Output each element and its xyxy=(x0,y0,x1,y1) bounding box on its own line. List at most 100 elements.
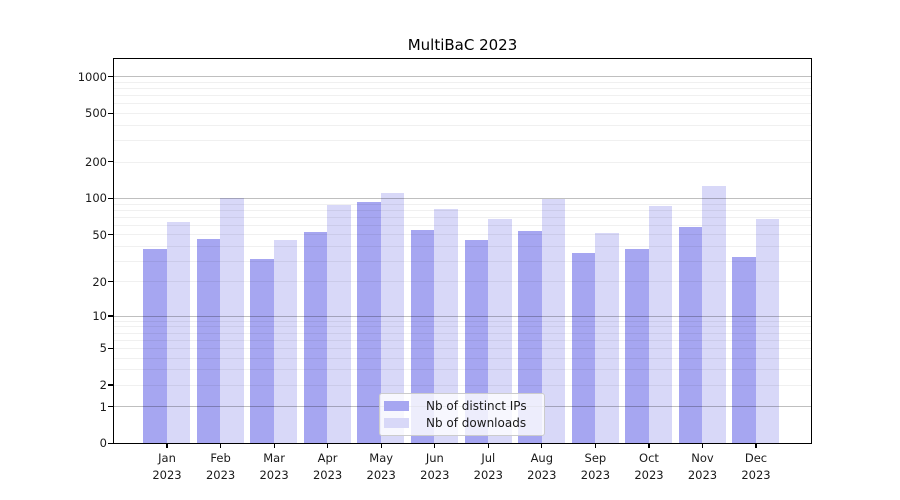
y-tick-label-200: 200 xyxy=(85,154,107,169)
y-tick-label-2: 2 xyxy=(99,378,107,392)
minor-gridline xyxy=(114,369,811,371)
minor-gridline xyxy=(114,245,811,247)
bar-downloads-jun xyxy=(434,209,458,443)
x-tick-mark xyxy=(541,443,543,449)
bar-distinct-ips-oct xyxy=(625,248,649,443)
y-tick-label-100: 100 xyxy=(85,191,107,206)
bar-downloads-dec xyxy=(755,219,780,443)
major-gridline xyxy=(114,198,811,200)
legend: Nb of distinct IPs Nb of downloads xyxy=(379,393,545,436)
bar-downloads-mar xyxy=(273,239,298,443)
y-tick-label-20: 20 xyxy=(92,274,107,289)
legend-label-downloads: Nb of downloads xyxy=(426,416,527,431)
bar-downloads-nov xyxy=(702,186,726,443)
major-gridline xyxy=(114,76,811,78)
x-tick-mark xyxy=(487,443,489,449)
minor-gridline xyxy=(114,161,811,163)
y-tick-mark xyxy=(108,384,114,386)
x-tick-mark xyxy=(273,443,275,449)
bar-downloads-jan xyxy=(166,222,191,443)
legend-label-distinct-ips: Nb of distinct IPs xyxy=(426,398,527,413)
minor-gridline xyxy=(114,81,811,83)
bar-downloads-apr xyxy=(327,204,351,443)
minor-gridline xyxy=(114,332,811,334)
x-tick-mark xyxy=(166,443,168,449)
y-tick-mark xyxy=(108,161,114,163)
legend-swatch-downloads xyxy=(384,418,409,429)
y-tick-mark xyxy=(108,76,114,78)
minor-gridline xyxy=(114,326,811,328)
minor-gridline xyxy=(114,216,811,218)
y-tick-label-50: 50 xyxy=(92,227,107,242)
bar-distinct-ips-nov xyxy=(678,226,703,443)
y-tick-mark xyxy=(108,112,114,114)
x-tick-label-jul: Jul 2023 xyxy=(473,451,503,482)
minor-gridline xyxy=(114,209,811,211)
x-tick-mark xyxy=(594,443,596,449)
minor-gridline xyxy=(114,103,811,105)
minor-gridline xyxy=(114,203,811,205)
bar-distinct-ips-apr xyxy=(303,232,328,443)
y-tick-mark xyxy=(108,281,114,283)
minor-gridline xyxy=(114,347,811,349)
x-tick-label-apr: Apr 2023 xyxy=(312,451,343,482)
bar-distinct-ips-feb xyxy=(196,238,221,443)
grid-layer xyxy=(114,59,811,443)
x-tick-label-nov: Nov 2023 xyxy=(687,451,718,482)
legend-item-distinct-ips: Nb of distinct IPs xyxy=(384,397,538,415)
bar-downloads-sep xyxy=(595,233,619,443)
bar-distinct-ips-jan xyxy=(143,248,167,443)
minor-gridline xyxy=(114,260,811,262)
y-tick-label-5: 5 xyxy=(99,341,107,356)
bar-distinct-ips-jun xyxy=(410,230,435,443)
x-tick-label-jun: Jun 2023 xyxy=(420,451,450,482)
legend-item-downloads: Nb of downloads xyxy=(384,415,538,433)
bars-layer xyxy=(114,59,811,443)
y-tick-mark xyxy=(108,197,114,199)
y-tick-mark xyxy=(108,234,114,236)
minor-gridline xyxy=(114,234,811,236)
x-tick-label-mar: Mar 2023 xyxy=(259,451,289,482)
y-tick-mark xyxy=(108,347,114,349)
legend-swatch-distinct-ips xyxy=(384,400,409,411)
x-tick-label-aug: Aug 2023 xyxy=(527,451,557,482)
y-tick-mark xyxy=(108,405,114,408)
x-tick-mark xyxy=(380,443,382,449)
x-tick-label-oct: Oct 2023 xyxy=(634,451,664,482)
x-tick-mark xyxy=(648,443,650,449)
bar-distinct-ips-aug xyxy=(518,231,542,443)
bar-downloads-oct xyxy=(648,206,673,443)
x-tick-label-jan: Jan 2023 xyxy=(152,451,182,482)
minor-gridline xyxy=(114,124,811,126)
bar-downloads-aug xyxy=(541,199,566,443)
major-gridline xyxy=(114,315,811,317)
minor-gridline xyxy=(114,95,811,97)
bar-distinct-ips-may xyxy=(357,201,381,443)
minor-gridline xyxy=(114,320,811,322)
y-tick-mark xyxy=(108,315,114,317)
y-tick-label-1: 1 xyxy=(99,399,107,414)
x-tick-mark xyxy=(701,443,704,449)
bar-distinct-ips-mar xyxy=(250,259,274,443)
y-tick-label-10: 10 xyxy=(92,309,107,323)
x-tick-label-may: May 2023 xyxy=(366,451,396,482)
bar-downloads-jul xyxy=(488,219,512,443)
bar-downloads-feb xyxy=(220,198,244,443)
y-tick-label-500: 500 xyxy=(85,106,107,121)
minor-gridline xyxy=(114,224,811,226)
bar-downloads-may xyxy=(380,193,405,443)
chart-title: MultiBaC 2023 xyxy=(407,36,518,54)
x-tick-mark xyxy=(755,443,757,449)
minor-gridline xyxy=(114,140,811,142)
bar-distinct-ips-dec xyxy=(732,257,756,443)
y-tick-label-0: 0 xyxy=(99,436,107,451)
y-tick-mark xyxy=(108,442,114,444)
minor-gridline xyxy=(114,88,811,90)
x-tick-mark xyxy=(327,443,329,449)
x-tick-mark xyxy=(220,443,222,449)
x-tick-label-sep: Sep 2023 xyxy=(580,451,611,482)
plot-area: Nb of distinct IPs Nb of downloads xyxy=(113,58,812,444)
minor-gridline xyxy=(114,339,811,341)
minor-gridline xyxy=(114,281,811,283)
